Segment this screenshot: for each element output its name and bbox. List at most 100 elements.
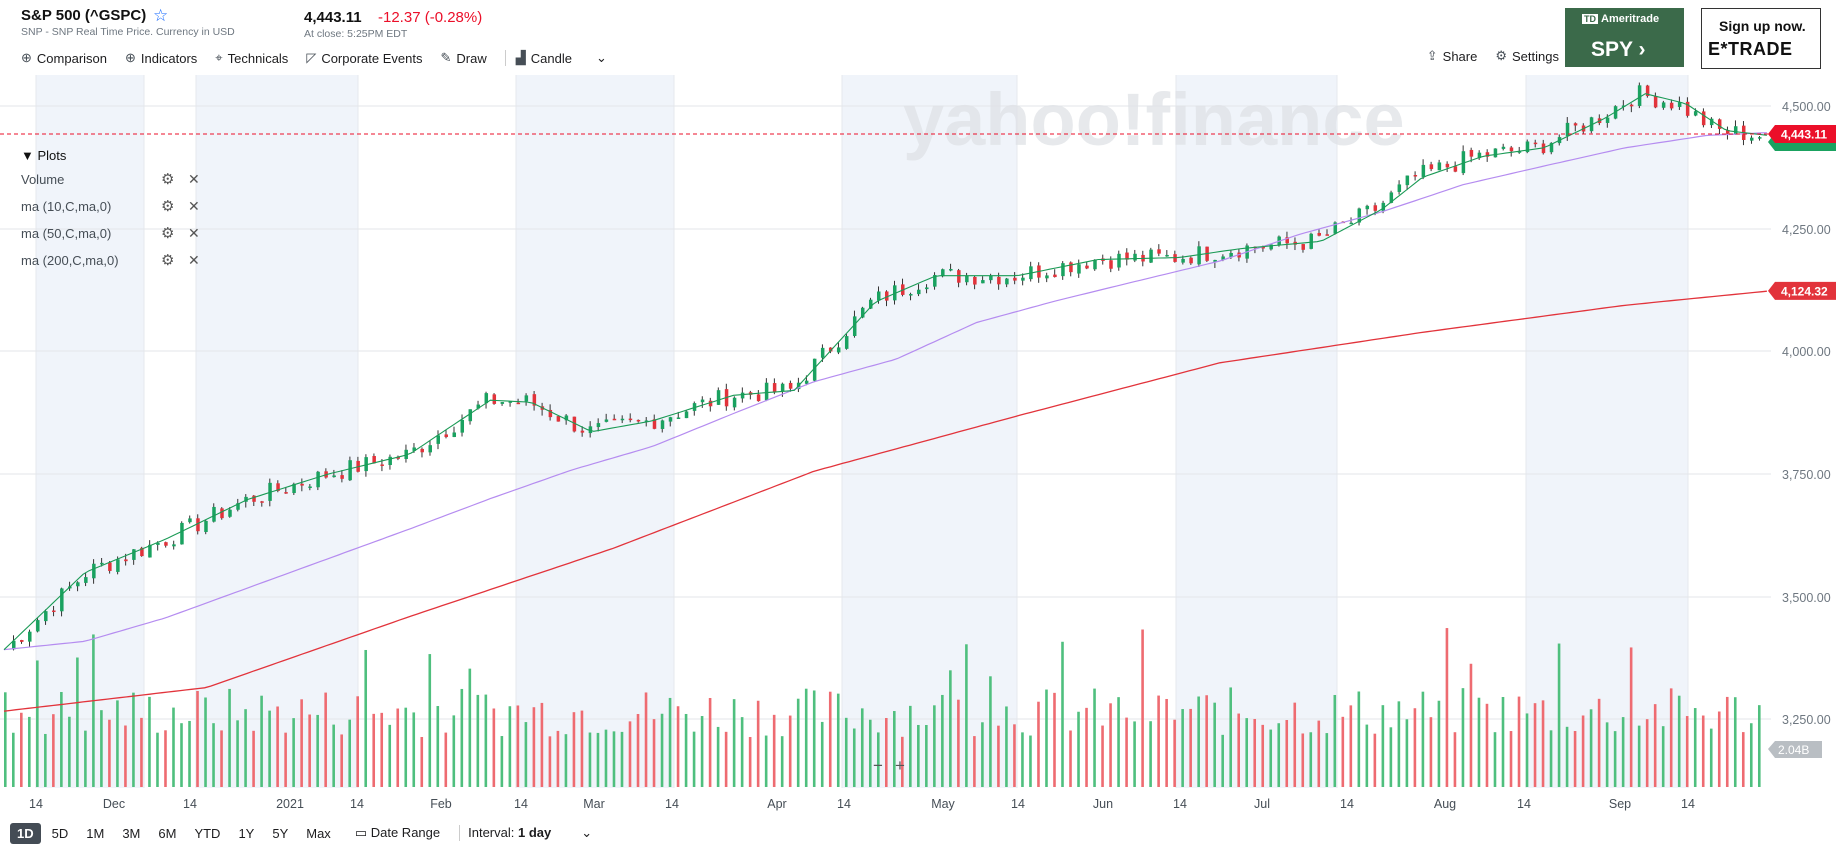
volume-bar: [52, 714, 55, 787]
volume-bar: [1157, 695, 1160, 787]
range-1d[interactable]: 1D: [10, 822, 41, 844]
range-3m[interactable]: 3M: [122, 825, 141, 841]
volume-bar: [917, 724, 920, 787]
volume-bar: [852, 728, 856, 787]
candle-body: [308, 486, 312, 489]
td-ameritrade-ad[interactable]: TD Ameritrade SPY ›: [1565, 8, 1684, 67]
volume-bar: [44, 733, 47, 787]
share-button[interactable]: ⇪ Share: [1426, 48, 1478, 64]
candle-body: [684, 411, 689, 419]
volume-bar: [60, 691, 63, 787]
candle-body: [604, 419, 609, 422]
range-max[interactable]: Max: [306, 825, 331, 841]
volume-bar: [885, 717, 888, 787]
volume-bar: [468, 668, 472, 787]
plots-header[interactable]: ▼ Plots: [21, 148, 67, 163]
candle-body: [452, 432, 457, 438]
gear-icon[interactable]: ⚙: [161, 198, 175, 215]
close-icon[interactable]: ✕: [188, 252, 200, 268]
range-1y[interactable]: 1Y: [238, 825, 255, 841]
volume-bar: [1733, 697, 1737, 787]
candle-body: [1381, 202, 1386, 212]
candle-body: [652, 419, 657, 429]
comparison-button[interactable]: ⊕ Comparison: [21, 50, 107, 66]
volume-bar: [1109, 703, 1112, 787]
candle-body: [636, 419, 641, 422]
volume-bar: [188, 720, 191, 787]
x-tick-label: Aug: [1434, 797, 1456, 811]
volume-bar: [692, 731, 696, 787]
volume-bar: [532, 707, 536, 787]
candle-body: [893, 285, 897, 301]
range-5d[interactable]: 5D: [51, 825, 69, 841]
volume-bar: [244, 709, 247, 787]
technicals-button[interactable]: ⌖ Technicals: [215, 50, 289, 66]
indicators-button[interactable]: ⊕ Indicators: [125, 50, 198, 66]
watchlist-star-icon[interactable]: ☆: [153, 6, 169, 25]
candle-body: [124, 559, 128, 562]
plot-row-ma10: ma (10,C,ma,0) ⚙ ✕: [21, 198, 200, 215]
volume-bar: [756, 700, 760, 787]
candle-body: [1645, 85, 1650, 97]
candle-body: [460, 419, 465, 433]
x-tick-label: Dec: [103, 797, 125, 811]
month-band: [842, 75, 1017, 788]
range-1m[interactable]: 1M: [86, 825, 105, 841]
candle-body: [196, 518, 200, 532]
close-icon[interactable]: ✕: [188, 198, 200, 214]
close-icon[interactable]: ✕: [188, 171, 200, 187]
gear-icon[interactable]: ⚙: [161, 252, 175, 269]
zoom-out-button[interactable]: −: [873, 756, 883, 775]
candle-body: [1021, 277, 1025, 281]
candle-body: [1181, 258, 1185, 263]
chart-toolbar: ⊕ Comparison ⊕ Indicators ⌖ Technicals ◸ Cor…: [21, 48, 615, 68]
close-icon[interactable]: ✕: [188, 225, 200, 241]
chart-type-select[interactable]: ▟ Candle ⌄: [504, 50, 607, 66]
candle-body: [524, 395, 529, 402]
candle-body: [1693, 111, 1698, 116]
interval-select[interactable]: Interval: 1 day ⌄: [468, 825, 593, 840]
candle-body: [1685, 101, 1690, 116]
volume-bar: [732, 699, 736, 787]
draw-button[interactable]: ✎ Draw: [440, 50, 487, 66]
candle-body: [388, 456, 392, 466]
right-toolbar: ⇪ Share ⚙ Settings: [1427, 48, 1559, 64]
gear-icon[interactable]: ⚙: [161, 225, 175, 242]
volume-bar: [1549, 730, 1553, 787]
candle-body: [260, 501, 264, 503]
volume-bar: [1053, 692, 1056, 787]
candle-body: [644, 420, 649, 422]
candle-body: [44, 611, 48, 622]
candle-body: [1109, 260, 1113, 269]
candle-body: [772, 383, 777, 393]
settings-button[interactable]: ⚙ Settings: [1495, 48, 1559, 64]
volume-bar: [1165, 698, 1168, 787]
volume-bar: [989, 676, 992, 787]
candle-body: [812, 358, 817, 381]
date-range-button[interactable]: ▭ Date Range: [354, 825, 441, 840]
candle-body: [756, 394, 761, 402]
zoom-in-button[interactable]: +: [894, 756, 905, 775]
candle-body: [1517, 151, 1522, 153]
range-6m[interactable]: 6M: [158, 825, 177, 841]
volume-bar: [636, 713, 640, 787]
volume-bar: [180, 723, 183, 787]
range-ytd[interactable]: YTD: [194, 825, 221, 841]
current-price-badge-text: 4,443.11: [1781, 127, 1827, 141]
candle-body: [140, 547, 144, 557]
candle-body: [1125, 252, 1129, 260]
etrade-ad[interactable]: Sign up now. E*TRADE: [1701, 8, 1821, 69]
volume-bar: [1725, 696, 1729, 787]
gear-icon[interactable]: ⚙: [161, 171, 175, 188]
corporate-events-button[interactable]: ◸ Corporate Events: [306, 50, 423, 66]
volume-bar: [116, 700, 119, 787]
candle-body: [380, 464, 384, 466]
volume-bar: [973, 736, 976, 787]
volume-bar: [228, 688, 231, 787]
range-5y[interactable]: 5Y: [272, 825, 289, 841]
volume-bar: [444, 732, 448, 787]
x-tick-label: 14: [1011, 797, 1025, 811]
calendar-icon: ▭: [354, 825, 368, 840]
candle-body: [1269, 244, 1273, 250]
